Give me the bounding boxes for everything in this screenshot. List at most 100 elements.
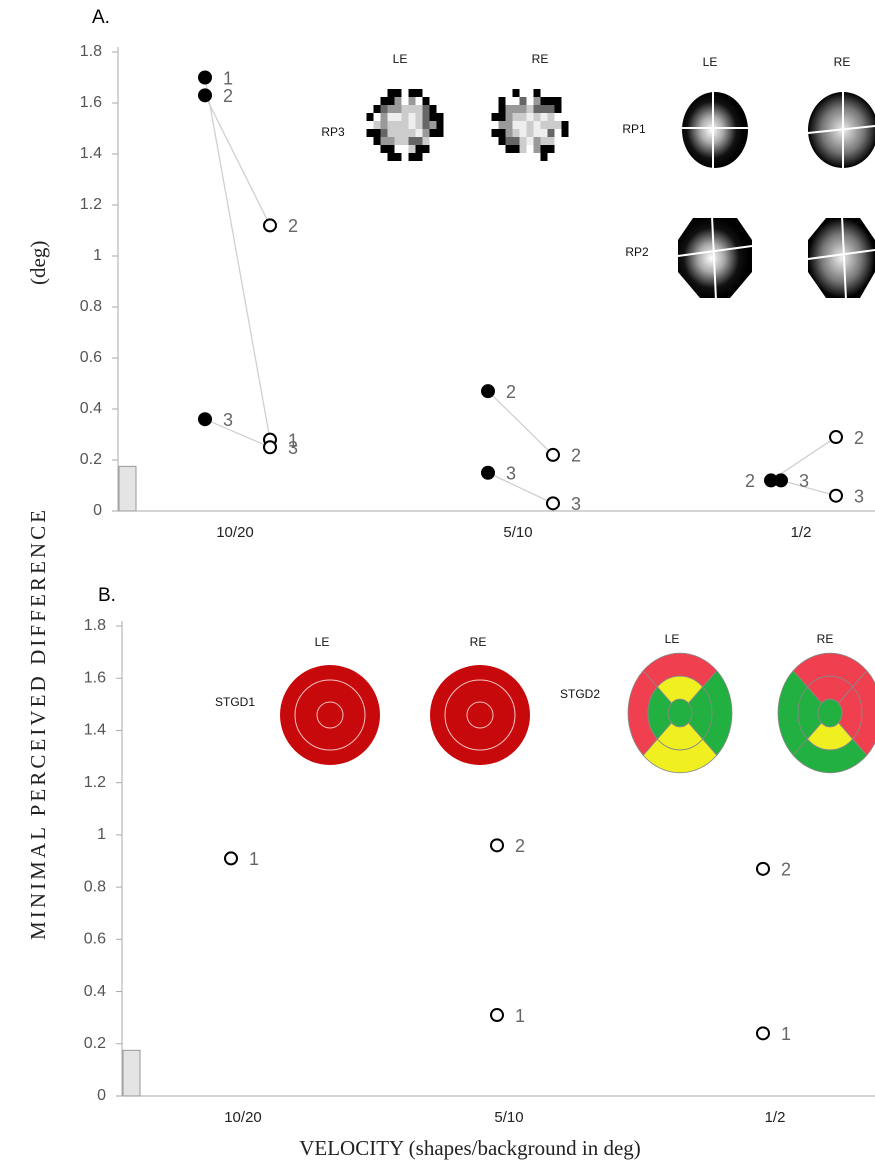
inset-eye-label: RE <box>470 635 487 649</box>
pixel <box>513 153 520 161</box>
pixel <box>395 89 402 97</box>
pixel <box>409 129 416 137</box>
point <box>482 385 494 397</box>
pixel <box>367 129 374 137</box>
point-label: 3 <box>799 471 809 491</box>
pixel <box>402 137 409 145</box>
point <box>491 1009 503 1021</box>
pixel <box>520 129 527 137</box>
connector <box>488 391 553 455</box>
pixel <box>534 145 541 153</box>
pixel <box>548 137 555 145</box>
point-label: 2 <box>854 428 864 448</box>
pixel <box>409 105 416 113</box>
pixel <box>423 105 430 113</box>
point <box>199 413 211 425</box>
point-label: 2 <box>506 382 516 402</box>
inset-eye-label: LE <box>315 635 330 649</box>
x-tick-label: 5/10 <box>503 524 532 541</box>
pixel <box>562 113 569 121</box>
pixel <box>555 105 562 113</box>
pixel <box>388 105 395 113</box>
pixel <box>527 89 534 97</box>
y-tick-label: 0 <box>93 502 102 519</box>
pixel <box>506 137 513 145</box>
pixel <box>541 89 548 97</box>
pixel <box>395 121 402 129</box>
pixel <box>534 137 541 145</box>
pixel <box>492 129 499 137</box>
map-center <box>668 699 692 727</box>
pixel <box>395 105 402 113</box>
pixel <box>506 129 513 137</box>
pixel <box>402 121 409 129</box>
point <box>830 490 842 502</box>
pixel <box>541 153 548 161</box>
point <box>547 497 559 509</box>
pixel <box>506 121 513 129</box>
pixel <box>548 97 555 105</box>
point-label: 2 <box>288 216 298 236</box>
pixel <box>430 137 437 145</box>
pixel <box>437 113 444 121</box>
y-tick-label: 1.2 <box>84 774 106 791</box>
pixel <box>381 129 388 137</box>
point-label: 3 <box>223 410 233 430</box>
pixel <box>513 105 520 113</box>
pixel <box>548 129 555 137</box>
field-maps <box>280 653 875 773</box>
pixel <box>506 105 513 113</box>
pixel <box>492 113 499 121</box>
pixel <box>367 121 374 129</box>
point-label: 2 <box>745 471 755 491</box>
pixel <box>395 137 402 145</box>
pixel <box>555 121 562 129</box>
pixel <box>402 105 409 113</box>
pixel <box>527 121 534 129</box>
pixel <box>541 145 548 153</box>
pixel <box>430 113 437 121</box>
retina-map <box>682 92 748 168</box>
inset-row-label: RP3 <box>321 125 345 139</box>
inset-eye-label: RE <box>817 632 834 646</box>
y-tick-label: 1.2 <box>80 196 102 213</box>
pixel <box>534 153 541 161</box>
pixel <box>527 97 534 105</box>
y-tick-label: 1.6 <box>84 669 106 686</box>
map-center <box>818 699 842 727</box>
point <box>482 467 494 479</box>
inset-eye-label: LE <box>665 632 680 646</box>
pixel <box>381 145 388 153</box>
pixel <box>416 105 423 113</box>
pixel <box>527 129 534 137</box>
point-label: 3 <box>571 494 581 514</box>
pixel <box>374 145 381 153</box>
pixel <box>527 153 534 161</box>
pixel <box>492 121 499 129</box>
pixel <box>388 89 395 97</box>
pixel <box>409 145 416 153</box>
y-tick-label: 1.8 <box>84 617 106 634</box>
y-axis-unit: (deg) <box>26 241 50 285</box>
y-tick-label: 1.8 <box>80 43 102 60</box>
y-tick-label: 1.4 <box>80 145 102 162</box>
pixel <box>381 105 388 113</box>
pixel <box>416 113 423 121</box>
pixel <box>527 105 534 113</box>
pixel <box>416 153 423 161</box>
pixel <box>395 129 402 137</box>
pixel <box>548 105 555 113</box>
pixel <box>430 97 437 105</box>
pixel <box>409 121 416 129</box>
connector <box>205 95 270 225</box>
pixel <box>388 145 395 153</box>
pixel <box>499 97 506 105</box>
pixel <box>534 97 541 105</box>
reference-bar <box>123 1050 140 1096</box>
pixel <box>374 113 381 121</box>
point <box>830 431 842 443</box>
pixel <box>513 89 520 97</box>
pixel <box>541 137 548 145</box>
inset-eye-label: RE <box>532 52 549 66</box>
point-label: 3 <box>288 438 298 458</box>
